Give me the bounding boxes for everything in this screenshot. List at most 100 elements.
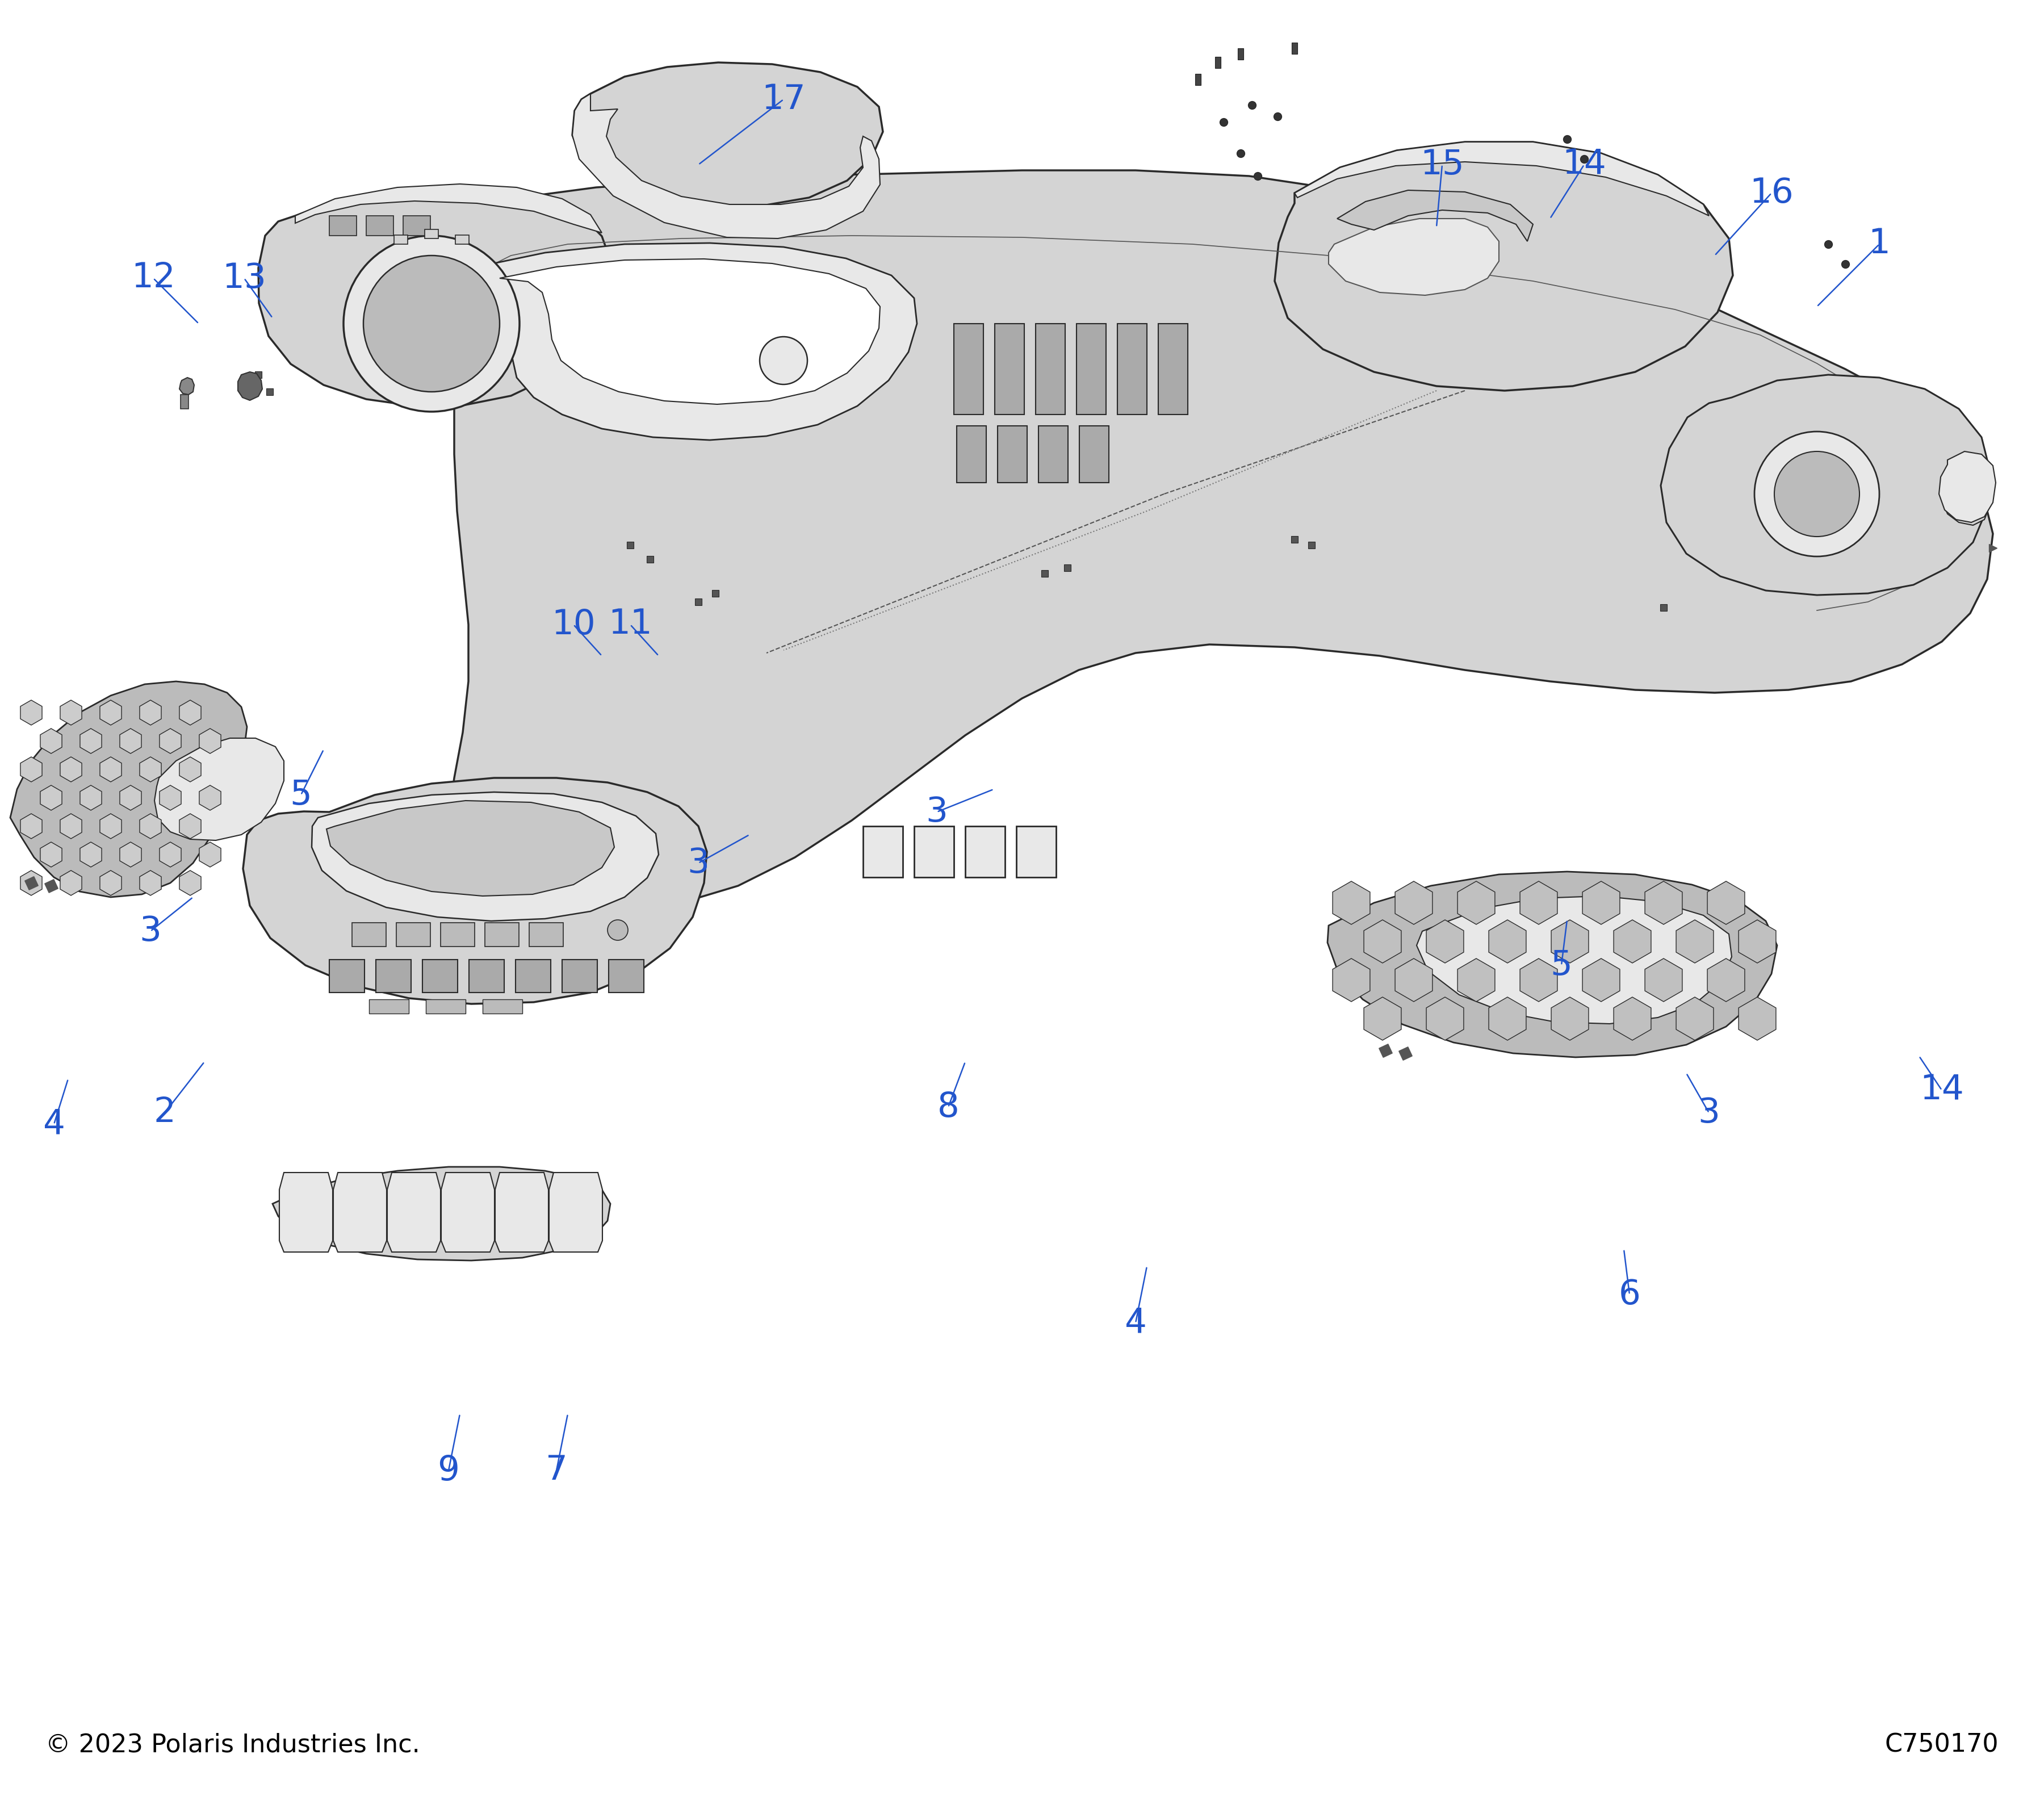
- Polygon shape: [20, 814, 43, 839]
- Polygon shape: [1457, 881, 1494, 925]
- Polygon shape: [1551, 919, 1588, 963]
- Text: © 2023 Polaris Industries Inc.: © 2023 Polaris Industries Inc.: [45, 1733, 419, 1757]
- Polygon shape: [121, 729, 141, 754]
- Polygon shape: [1327, 872, 1776, 1057]
- Polygon shape: [155, 738, 284, 839]
- Polygon shape: [20, 758, 43, 781]
- Polygon shape: [1337, 191, 1533, 242]
- Polygon shape: [997, 425, 1026, 483]
- Polygon shape: [1739, 919, 1776, 963]
- Text: 14: 14: [1562, 147, 1607, 182]
- Polygon shape: [1292, 42, 1298, 55]
- Polygon shape: [456, 234, 468, 243]
- Polygon shape: [198, 841, 221, 867]
- Text: 12: 12: [131, 262, 176, 294]
- Polygon shape: [80, 785, 102, 810]
- Polygon shape: [366, 216, 392, 236]
- Polygon shape: [329, 959, 364, 992]
- Polygon shape: [1396, 959, 1433, 1001]
- Polygon shape: [1396, 881, 1433, 925]
- Polygon shape: [386, 1172, 442, 1252]
- Polygon shape: [403, 216, 431, 236]
- Polygon shape: [1363, 998, 1402, 1039]
- Polygon shape: [243, 778, 707, 1003]
- Polygon shape: [121, 785, 141, 810]
- Circle shape: [1774, 451, 1860, 536]
- Polygon shape: [41, 841, 61, 867]
- Polygon shape: [280, 1172, 333, 1252]
- Polygon shape: [139, 870, 161, 896]
- Polygon shape: [1488, 998, 1527, 1039]
- Text: 11: 11: [609, 609, 652, 641]
- Text: 3: 3: [1699, 1096, 1721, 1130]
- Polygon shape: [41, 729, 61, 754]
- Polygon shape: [572, 94, 881, 238]
- Polygon shape: [476, 243, 918, 440]
- Polygon shape: [386, 171, 1993, 925]
- Text: 3: 3: [139, 914, 161, 948]
- Polygon shape: [180, 700, 200, 725]
- Polygon shape: [1739, 998, 1776, 1039]
- Polygon shape: [1214, 56, 1220, 67]
- Polygon shape: [965, 827, 1006, 878]
- Polygon shape: [1582, 959, 1619, 1001]
- Text: 17: 17: [762, 82, 805, 116]
- Text: 9: 9: [437, 1454, 460, 1488]
- Polygon shape: [1038, 425, 1067, 483]
- Polygon shape: [139, 700, 161, 725]
- Polygon shape: [550, 1172, 603, 1252]
- Polygon shape: [442, 1172, 495, 1252]
- Polygon shape: [1613, 998, 1652, 1039]
- Polygon shape: [1036, 323, 1065, 414]
- Polygon shape: [329, 216, 356, 236]
- Text: 7: 7: [546, 1454, 568, 1488]
- Polygon shape: [139, 814, 161, 839]
- Text: 4: 4: [1124, 1306, 1147, 1339]
- Polygon shape: [1077, 323, 1106, 414]
- Polygon shape: [180, 870, 200, 896]
- Text: 13: 13: [223, 262, 266, 294]
- Polygon shape: [180, 394, 188, 409]
- Polygon shape: [100, 758, 121, 781]
- Polygon shape: [10, 681, 247, 898]
- Circle shape: [1754, 431, 1878, 556]
- Text: 8: 8: [938, 1090, 959, 1125]
- Polygon shape: [1427, 998, 1464, 1039]
- Polygon shape: [1521, 959, 1558, 1001]
- Polygon shape: [180, 378, 194, 394]
- Polygon shape: [914, 827, 955, 878]
- Polygon shape: [1333, 959, 1369, 1001]
- Text: 4: 4: [43, 1108, 65, 1141]
- Polygon shape: [100, 870, 121, 896]
- Polygon shape: [333, 1172, 386, 1252]
- Polygon shape: [41, 785, 61, 810]
- Polygon shape: [59, 700, 82, 725]
- Polygon shape: [1118, 323, 1147, 414]
- Polygon shape: [80, 729, 102, 754]
- Polygon shape: [1660, 374, 1991, 596]
- Polygon shape: [562, 959, 597, 992]
- Polygon shape: [1521, 881, 1558, 925]
- Polygon shape: [1333, 881, 1369, 925]
- Polygon shape: [957, 425, 985, 483]
- Polygon shape: [1582, 881, 1619, 925]
- Polygon shape: [1676, 998, 1713, 1039]
- Polygon shape: [198, 729, 221, 754]
- Polygon shape: [139, 758, 161, 781]
- Polygon shape: [1676, 919, 1713, 963]
- Polygon shape: [1196, 74, 1202, 85]
- Polygon shape: [352, 923, 386, 947]
- Text: 3: 3: [926, 796, 948, 829]
- Polygon shape: [159, 729, 182, 754]
- Circle shape: [760, 336, 807, 385]
- Polygon shape: [370, 999, 409, 1014]
- Text: 2: 2: [153, 1096, 176, 1130]
- Polygon shape: [59, 870, 82, 896]
- Polygon shape: [955, 323, 983, 414]
- Polygon shape: [100, 814, 121, 839]
- Polygon shape: [198, 785, 221, 810]
- Polygon shape: [1645, 881, 1682, 925]
- Polygon shape: [1079, 425, 1108, 483]
- Polygon shape: [180, 814, 200, 839]
- Polygon shape: [425, 999, 466, 1014]
